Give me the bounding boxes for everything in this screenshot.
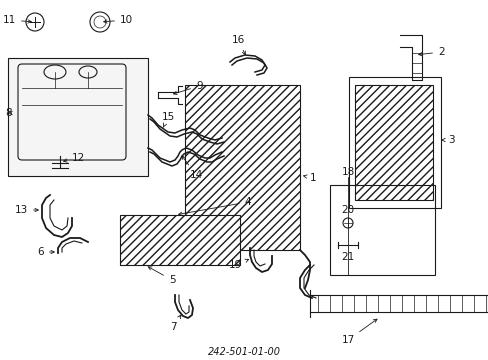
Text: 14: 14 (182, 156, 202, 180)
Text: 8: 8 (5, 108, 12, 118)
Circle shape (90, 12, 110, 32)
Text: 15: 15 (161, 112, 174, 127)
Bar (184, 85, 299, 250)
Text: 5: 5 (148, 267, 175, 285)
Text: 4: 4 (178, 197, 251, 215)
Text: 19: 19 (228, 259, 248, 270)
Circle shape (26, 13, 44, 31)
Text: 2: 2 (418, 47, 444, 57)
Text: 21: 21 (341, 252, 354, 262)
Text: 16: 16 (231, 35, 245, 55)
Bar (329, 185, 434, 275)
Text: 9: 9 (173, 81, 202, 95)
Text: 12: 12 (63, 153, 85, 163)
Text: 1: 1 (303, 173, 316, 183)
Text: 11: 11 (3, 15, 31, 25)
Bar (120, 215, 240, 265)
Text: 242-501-01-00: 242-501-01-00 (207, 347, 280, 357)
Text: 18: 18 (341, 167, 354, 177)
Text: 17: 17 (341, 319, 376, 345)
Text: 10: 10 (103, 15, 133, 25)
Text: 6: 6 (37, 247, 54, 257)
Bar (354, 85, 432, 200)
Text: 3: 3 (441, 135, 454, 145)
Text: 13: 13 (15, 205, 38, 215)
Text: 20: 20 (341, 205, 354, 215)
Bar (348, 77, 440, 208)
Text: 7: 7 (169, 315, 181, 332)
Bar (8, 58, 148, 176)
